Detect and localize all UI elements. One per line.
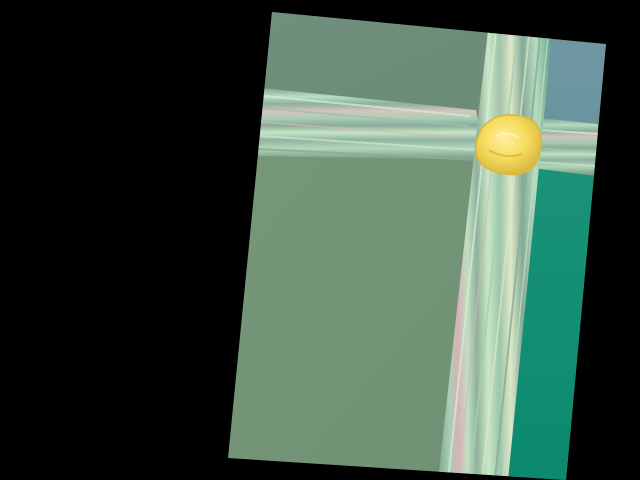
right-horizontal-seam bbox=[532, 118, 599, 176]
yellow-blob bbox=[475, 114, 542, 176]
upper-left-area bbox=[262, 12, 492, 112]
horizontal-seam bbox=[258, 88, 486, 161]
tilted-panel bbox=[228, 12, 606, 480]
upper-right-area bbox=[541, 40, 606, 128]
